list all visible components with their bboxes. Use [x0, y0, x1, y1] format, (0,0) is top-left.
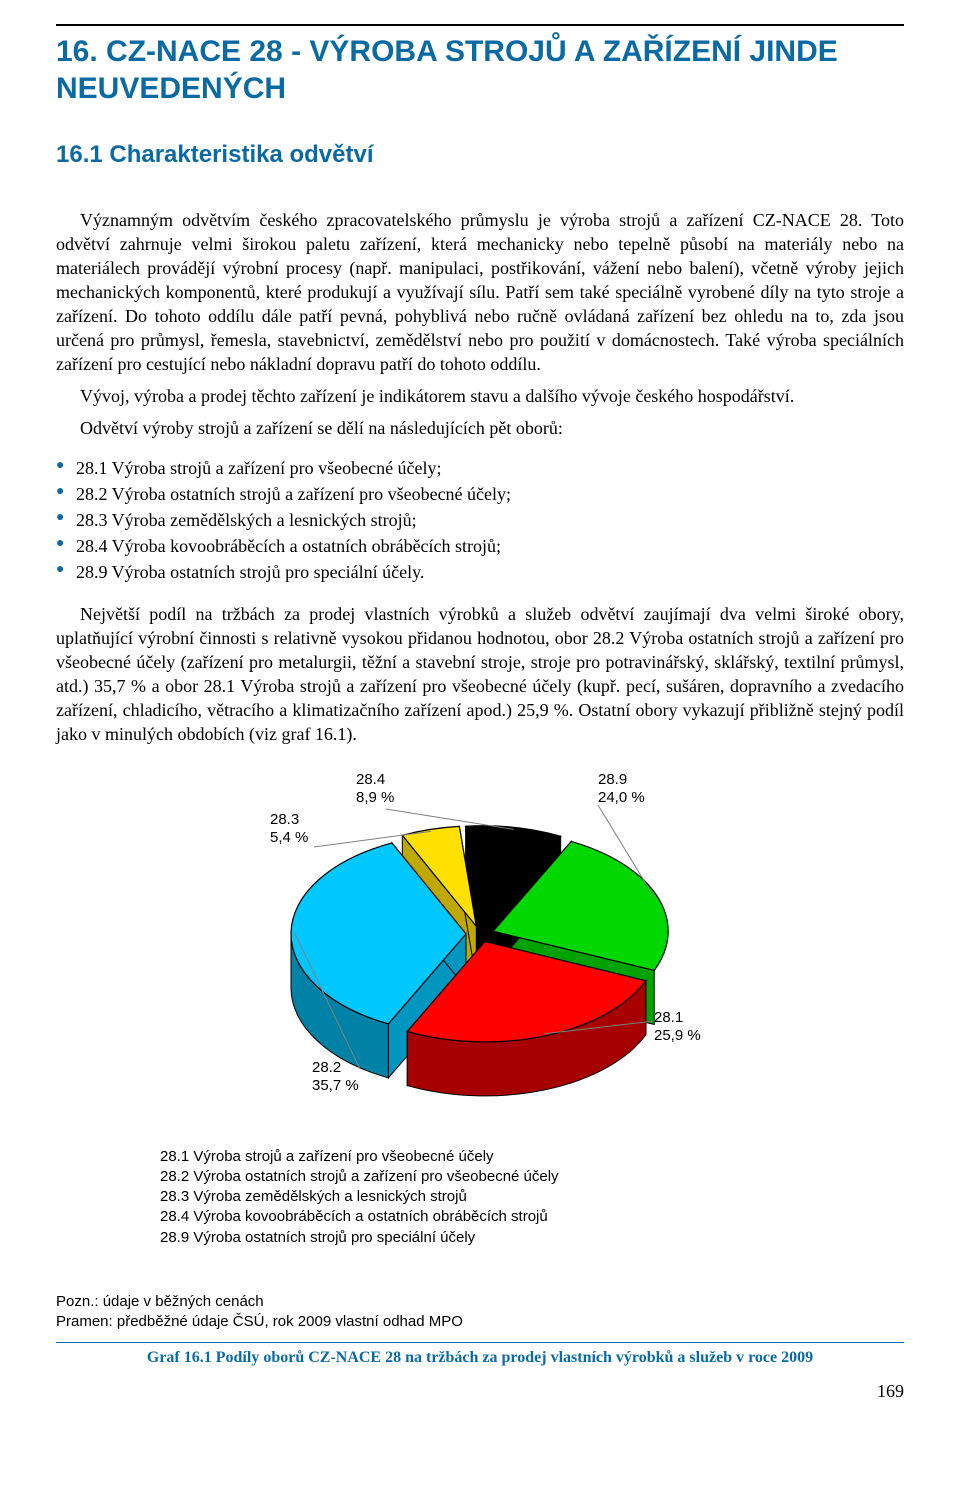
slice-code: 28.2 — [312, 1059, 341, 1076]
slice-pct: 24,0 % — [598, 789, 645, 806]
note-line: Pozn.: údaje v běžných cenách — [56, 1292, 960, 1312]
chapter-title: 16. CZ-NACE 28 - VÝROBA STROJŮ A ZAŘÍZEN… — [56, 34, 904, 107]
list-item: 28.4 Výroba kovoobráběcích a ostatních o… — [56, 533, 904, 559]
slice-pct: 8,9 % — [356, 789, 394, 806]
slice-label-28-3: 28.3 5,4 % — [270, 811, 308, 849]
top-rule — [56, 24, 904, 26]
legend-item: 28.2 Výroba ostatních strojů a zařízení … — [160, 1167, 800, 1187]
sector-list: 28.1 Výroba strojů a zařízení pro všeobe… — [56, 455, 904, 585]
intro-paragraph-1: Významným odvětvím českého zpracovatelsk… — [56, 209, 904, 377]
legend-item: 28.4 Výroba kovoobráběcích a ostatních o… — [160, 1207, 800, 1227]
chart-notes: Pozn.: údaje v běžných cenách Pramen: př… — [56, 1292, 960, 1333]
page-number: 169 — [0, 1381, 904, 1402]
slice-code: 28.1 — [654, 1009, 683, 1026]
list-item: 28.1 Výroba strojů a zařízení pro všeobe… — [56, 455, 904, 481]
list-item: 28.3 Výroba zemědělských a lesnických st… — [56, 507, 904, 533]
intro-paragraph-1c: Odvětví výroby strojů a zařízení se dělí… — [56, 417, 904, 441]
list-item: 28.2 Výroba ostatních strojů a zařízení … — [56, 481, 904, 507]
slice-pct: 35,7 % — [312, 1077, 359, 1094]
note-line: Pramen: předběžné údaje ČSÚ, rok 2009 vl… — [56, 1312, 960, 1332]
slice-label-28-2: 28.2 35,7 % — [312, 1059, 359, 1097]
section-title: 16.1 Charakteristika odvětví — [56, 141, 904, 169]
slice-label-28-1: 28.1 25,9 % — [654, 1009, 701, 1047]
chart-caption: Graf 16.1 Podíly oborů CZ-NACE 28 na trž… — [56, 1349, 904, 1367]
slice-label-28-9: 28.9 24,0 % — [598, 771, 645, 809]
legend-item: 28.3 Výroba zemědělských a lesnických st… — [160, 1187, 800, 1207]
list-item: 28.9 Výroba ostatních strojů pro speciál… — [56, 559, 904, 585]
pie-chart: 28.4 8,9 % 28.3 5,4 % 28.9 24,0 % 28.1 2… — [160, 769, 800, 1139]
slice-code: 28.9 — [598, 771, 627, 788]
paragraph-2: Největší podíl na tržbách za prodej vlas… — [56, 603, 904, 747]
slice-code: 28.3 — [270, 811, 299, 828]
legend-item: 28.1 Výroba strojů a zařízení pro všeobe… — [160, 1147, 800, 1167]
chart-legend: 28.1 Výroba strojů a zařízení pro všeobe… — [160, 1147, 800, 1248]
slice-pct: 25,9 % — [654, 1027, 701, 1044]
intro-paragraph-1b: Vývoj, výroba a prodej těchto zařízení j… — [56, 385, 904, 409]
legend-item: 28.9 Výroba ostatních strojů pro speciál… — [160, 1228, 800, 1248]
slice-label-28-4: 28.4 8,9 % — [356, 771, 394, 809]
slice-pct: 5,4 % — [270, 829, 308, 846]
caption-rule — [56, 1342, 904, 1343]
slice-code: 28.4 — [356, 771, 385, 788]
